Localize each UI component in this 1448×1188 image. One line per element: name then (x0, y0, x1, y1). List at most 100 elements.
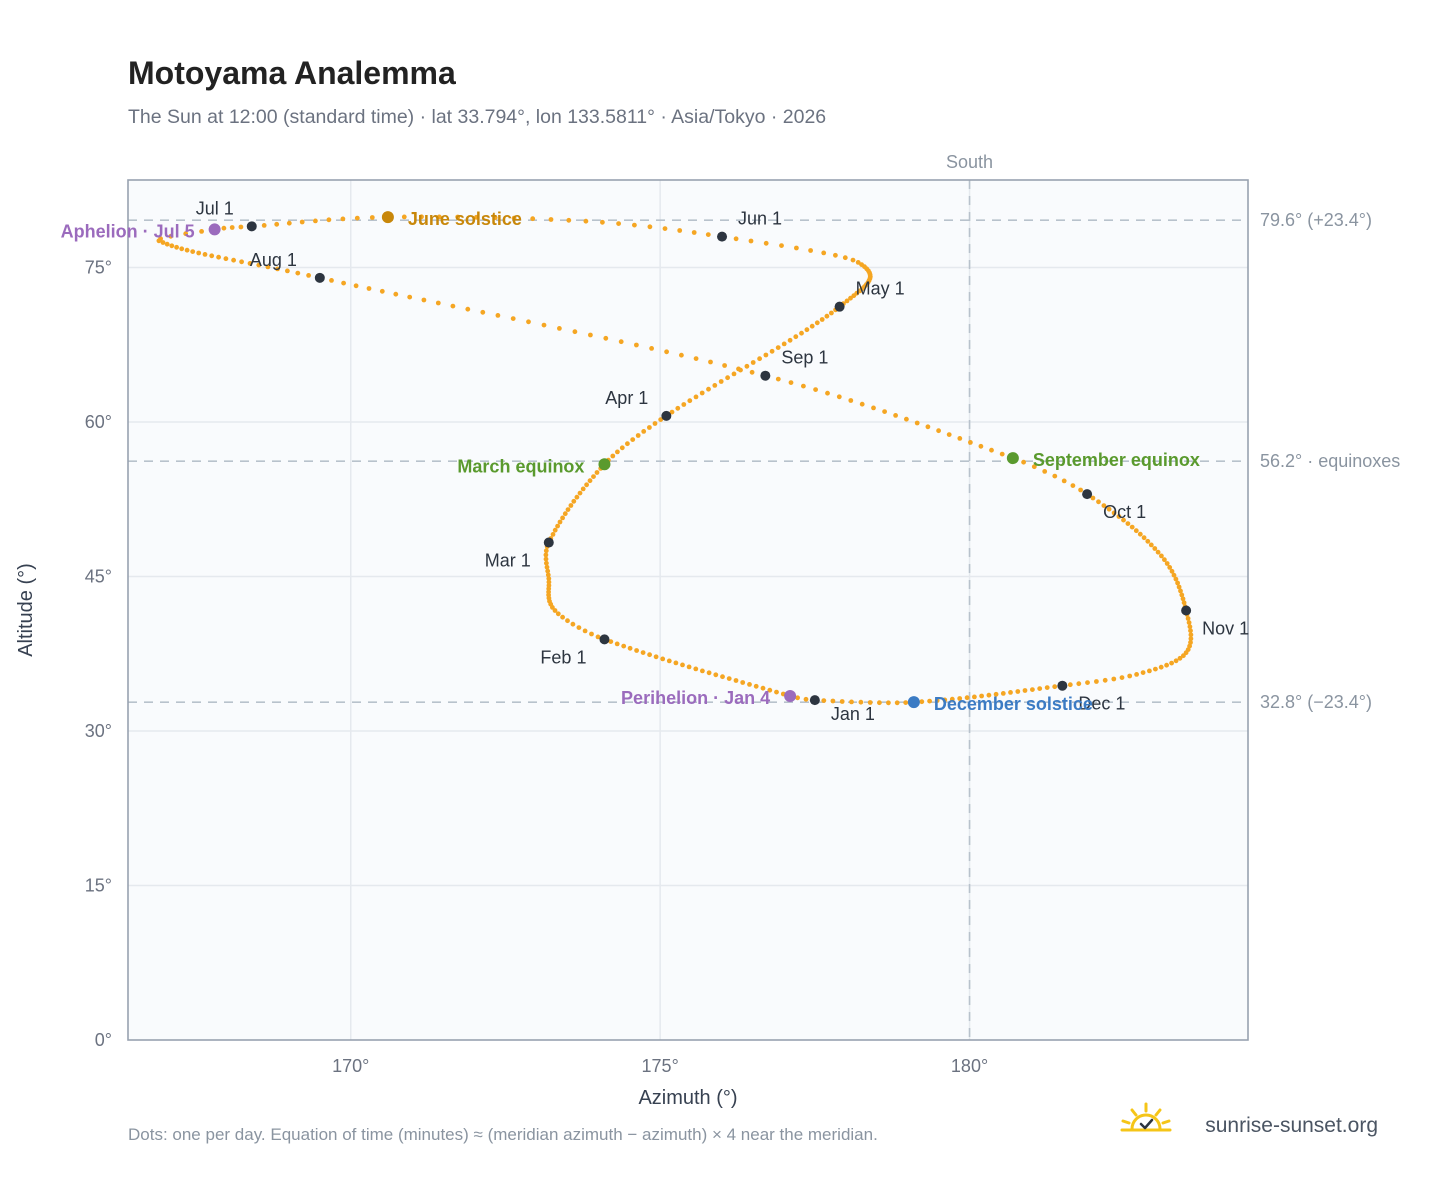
daily-sun-dot (1181, 653, 1186, 659)
daily-sun-dot (510, 316, 516, 321)
daily-sun-dot (286, 220, 292, 226)
plot-area (128, 180, 1248, 1040)
daily-sun-dot (577, 490, 583, 496)
daily-sun-dot (594, 470, 600, 475)
daily-sun-dot (634, 648, 639, 653)
daily-sun-dot (256, 262, 262, 268)
reference-lines: South 79.6° (+23.4°) 56.2° · equinoxes 32.8… (128, 152, 1400, 1040)
daily-sun-dot (882, 409, 887, 414)
daily-sun-dot (393, 291, 399, 297)
daily-sun-dot (582, 628, 588, 634)
daily-sun-dot (744, 363, 750, 369)
daily-sun-dot (781, 341, 787, 347)
daily-sun-dot (850, 257, 856, 263)
daily-sun-dot (830, 698, 836, 704)
daily-sun-dot (209, 253, 215, 259)
daily-sun-dot (708, 359, 713, 365)
daily-sun-dot (274, 221, 280, 227)
month-marker-label: Oct 1 (1103, 502, 1146, 522)
daily-sun-dot (1015, 689, 1021, 694)
month-marker-dot (717, 231, 728, 242)
daily-sun-dot (720, 674, 725, 680)
daily-sun-dot (179, 246, 185, 252)
daily-sun-dot (1022, 688, 1028, 693)
daily-sun-dot (725, 375, 730, 381)
daily-sun-dot (229, 225, 235, 230)
daily-sun-dot (957, 436, 963, 441)
daily-sun-dot (576, 625, 582, 630)
month-marker-dot (809, 695, 820, 706)
daily-sun-dot (285, 268, 290, 274)
daily-sun-dot (221, 225, 227, 231)
daily-sun-dot (621, 643, 627, 649)
daily-sun-dot (801, 383, 806, 389)
grid (128, 180, 1248, 1040)
month-marker-label: Apr 1 (605, 388, 648, 408)
daily-sun-dot (1140, 670, 1146, 675)
daily-sun-dot (825, 390, 830, 396)
daily-sun-dot (795, 695, 800, 701)
daily-sun-dot (546, 579, 552, 585)
event-marker-label: December solstice (934, 694, 1093, 714)
daily-sun-dot (803, 696, 809, 702)
daily-sun-dot (848, 398, 854, 403)
y-tick-label: 75° (85, 258, 112, 278)
daily-sun-dot (160, 240, 166, 245)
event-marker-dot (784, 690, 797, 702)
daily-sun-dot (722, 363, 727, 368)
event-marker-dot (208, 223, 221, 236)
daily-sun-dot (808, 248, 813, 253)
daily-sun-dot (989, 447, 994, 453)
daily-sun-dot (658, 417, 664, 422)
daily-sun-dot (1175, 580, 1180, 586)
daily-sun-dot (369, 215, 375, 220)
event-marker-label: March equinox (457, 456, 584, 476)
daily-sun-dot (1152, 546, 1158, 551)
daily-sun-dot (1061, 478, 1067, 484)
daily-sun-dot (1101, 503, 1107, 508)
month-markers: Jan 1 Feb 1 Mar 1 Apr 1 May 1 Jun 1 Jul 1 Aug 1… (196, 198, 1249, 724)
brand-name[interactable]: sunrise-sunset.org (1205, 1114, 1378, 1137)
daily-sun-dot (706, 386, 711, 392)
daily-sun-dot (568, 503, 574, 508)
daily-sun-dot (1094, 679, 1099, 684)
event-marker-dot (381, 211, 394, 224)
daily-sun-dot (925, 424, 931, 430)
y-axis-title: Altitude (°) (15, 563, 37, 657)
daily-sun-dot (474, 214, 479, 220)
x-axis-title: Azimuth (°) (638, 1087, 737, 1109)
daily-sun-dot (615, 449, 620, 455)
daily-sun-dot (1164, 662, 1169, 668)
daily-sun-dot (1180, 596, 1186, 602)
daily-sun-dot (706, 670, 712, 676)
daily-sun-dot (1148, 542, 1154, 548)
daily-sun-dot (726, 676, 732, 681)
daily-sun-dot (753, 683, 759, 689)
daily-sun-dot (942, 697, 948, 703)
daily-sun-dot (1178, 588, 1183, 594)
daily-sun-dot (353, 283, 359, 289)
daily-sun-dot (584, 482, 589, 488)
month-marker-label: Sep 1 (781, 348, 828, 368)
daily-sun-dot (757, 356, 762, 362)
daily-sun-dot (787, 337, 793, 343)
daily-sun-dot (1111, 676, 1117, 682)
daily-sun-dot (366, 286, 372, 291)
daily-sun-dot (1106, 506, 1112, 512)
month-marker-label: Dec 1 (1078, 694, 1125, 714)
daily-sun-dot (903, 700, 909, 705)
daily-sun-dot (572, 329, 578, 335)
daily-sun-dot (583, 218, 589, 224)
daily-sun-dot (669, 409, 675, 415)
daily-sun-dot (848, 295, 853, 301)
daily-sun-dot (968, 440, 973, 445)
month-marker-dot (1082, 489, 1093, 500)
daily-sun-dot (379, 288, 385, 294)
daily-sun-dot (530, 216, 536, 222)
daily-sun-dot (555, 611, 561, 617)
month-marker-dot (599, 634, 610, 645)
daily-sun-dot (574, 494, 580, 500)
month-marker-dot (834, 301, 845, 312)
daily-sun-dot (1169, 568, 1175, 574)
daily-sun-dot (919, 699, 925, 705)
